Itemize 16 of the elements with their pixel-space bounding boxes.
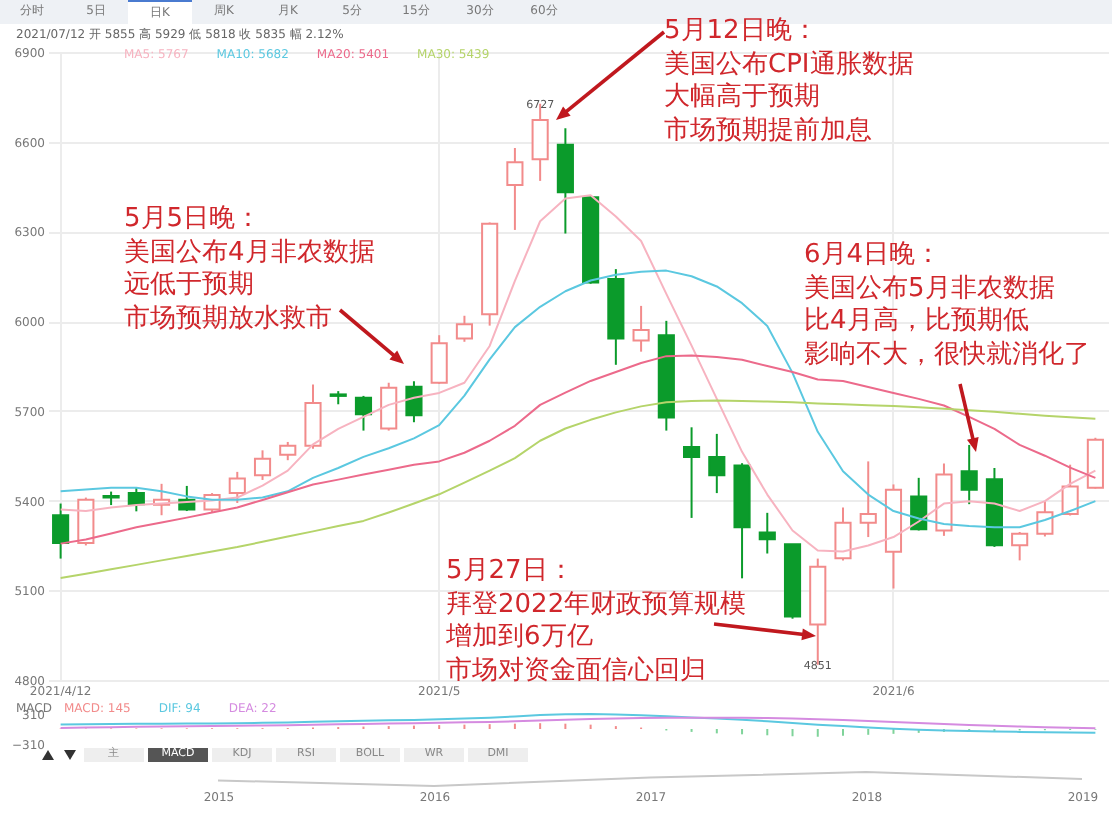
annotation: 增加到6万亿 [446,622,593,655]
annotation: 大幅高于预期 [664,82,820,115]
annotation: 5月27日： [446,556,574,589]
annotation: 拜登2022年财政预算规模 [446,589,747,622]
annotation: 美国公布CPI通胀数据 [664,49,914,82]
annotation: 市场对资金面信心回归 [446,655,706,686]
annotation: 美国公布4月非农数据 [124,237,375,270]
annotation: 比4月高，比预期低 [804,306,1029,339]
annotation: 市场预期放水救市 [124,303,332,336]
annotation: 远低于预期 [124,270,254,303]
annotation: 美国公布5月非农数据 [804,273,1055,306]
annotation: 6月4日晚： [804,240,942,273]
annotation: 影响不大，很快就消化了 [804,339,1090,372]
annotation: 市场预期提前加息 [664,115,872,148]
text: 5月12日晚： [664,16,818,49]
annotation: 5月5日晚： [124,204,262,237]
